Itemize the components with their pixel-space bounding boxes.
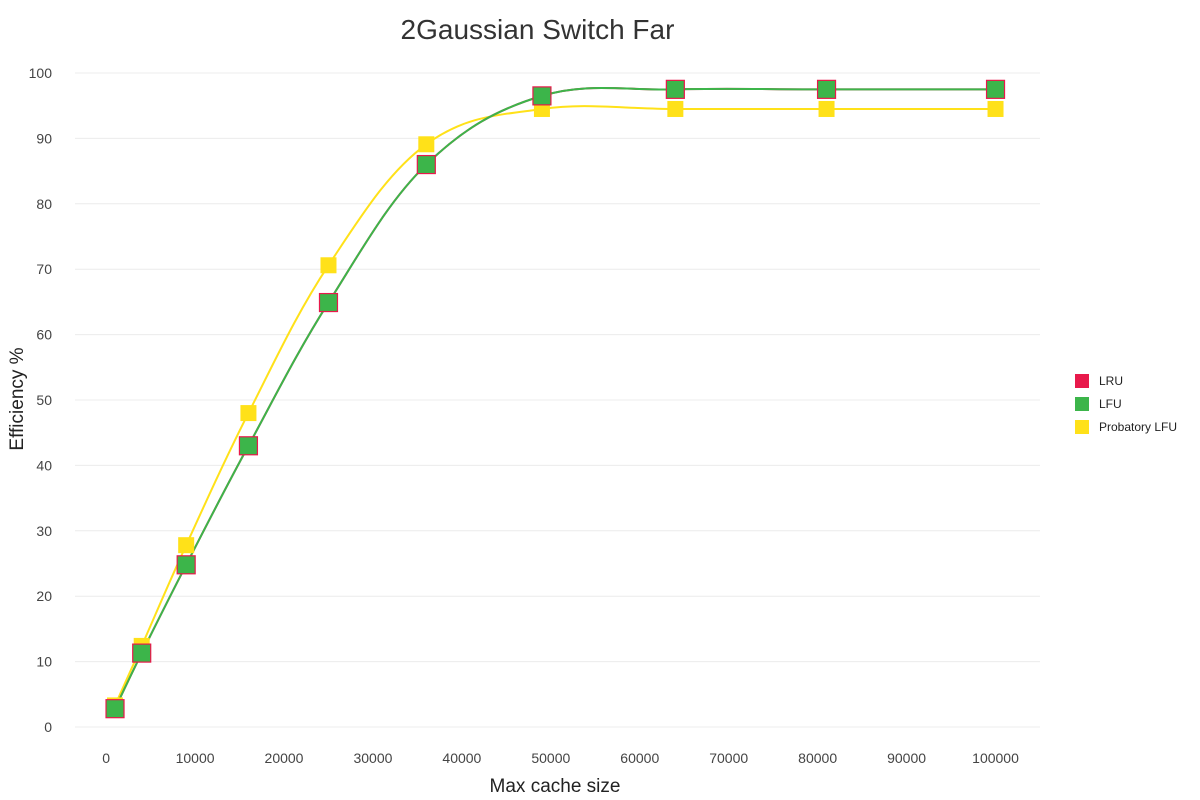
legend-swatch-probatory-lfu <box>1075 419 1089 434</box>
legend-item-lfu[interactable]: LFU <box>1075 392 1177 415</box>
data-point-probatory-lfu <box>178 537 195 554</box>
y-tick-label: 50 <box>36 392 52 408</box>
y-tick-label: 0 <box>44 719 52 735</box>
data-point-lfu <box>132 643 152 663</box>
data-point-lfu <box>816 79 837 99</box>
x-tick-label: 10000 <box>176 750 215 766</box>
y-tick-label: 90 <box>36 130 52 146</box>
data-point-lfu <box>416 154 436 175</box>
x-tick-label: 100000 <box>972 750 1019 766</box>
x-tick-label: 60000 <box>620 750 659 766</box>
data-point-probatory-lfu <box>987 100 1004 117</box>
legend-swatch-lfu <box>1075 396 1089 411</box>
data-point-lfu <box>176 555 196 575</box>
x-tick-label: 70000 <box>709 750 748 766</box>
data-point-lfu <box>532 86 552 106</box>
y-tick-label: 10 <box>36 654 52 670</box>
x-tick-label: 50000 <box>531 750 570 766</box>
y-tick-label: 80 <box>36 196 52 212</box>
x-tick-label: 40000 <box>442 750 481 766</box>
data-point-lfu <box>105 699 125 719</box>
series-line-lfu <box>114 86 996 710</box>
legend-label-lru: LRU <box>1099 373 1124 388</box>
y-axis-label: Efficiency % <box>7 347 28 451</box>
data-point-probatory-lfu <box>818 100 835 117</box>
legend-label-probatory-lfu: Probatory LFU <box>1099 419 1178 434</box>
y-tick-label: 70 <box>36 261 52 277</box>
data-point-lfu <box>985 79 1006 99</box>
x-tick-label: 20000 <box>265 750 304 766</box>
legend-item-probatory-lfu[interactable]: Probatory LFU <box>1075 415 1177 438</box>
x-axis-label: Max cache size <box>489 776 621 797</box>
legend-swatch-lru <box>1075 373 1089 388</box>
legend-label-lfu: LFU <box>1099 396 1122 411</box>
data-point-probatory-lfu <box>667 100 684 117</box>
y-tick-label: 20 <box>36 588 52 604</box>
x-tick-label: 90000 <box>887 750 926 766</box>
data-point-lfu <box>318 292 339 313</box>
data-point-probatory-lfu <box>240 405 257 422</box>
legend-item-lru[interactable]: LRU <box>1075 369 1177 392</box>
data-point-probatory-lfu <box>418 136 435 153</box>
chart-title: 2Gaussian Switch Far <box>400 14 675 45</box>
x-tick-label: 80000 <box>798 750 837 766</box>
y-tick-label: 100 <box>29 65 53 81</box>
data-point-lfu <box>238 436 259 456</box>
y-tick-label: 60 <box>36 327 52 343</box>
legend: LRU LFU Probatory LFU <box>1075 369 1177 438</box>
data-point-probatory-lfu <box>320 257 337 274</box>
y-tick-label: 30 <box>36 523 52 539</box>
data-point-lfu <box>665 79 685 99</box>
x-tick-label: 0 <box>102 750 110 766</box>
series-line-lru <box>114 86 996 710</box>
y-tick-label: 40 <box>36 457 52 473</box>
x-tick-label: 30000 <box>353 750 392 766</box>
